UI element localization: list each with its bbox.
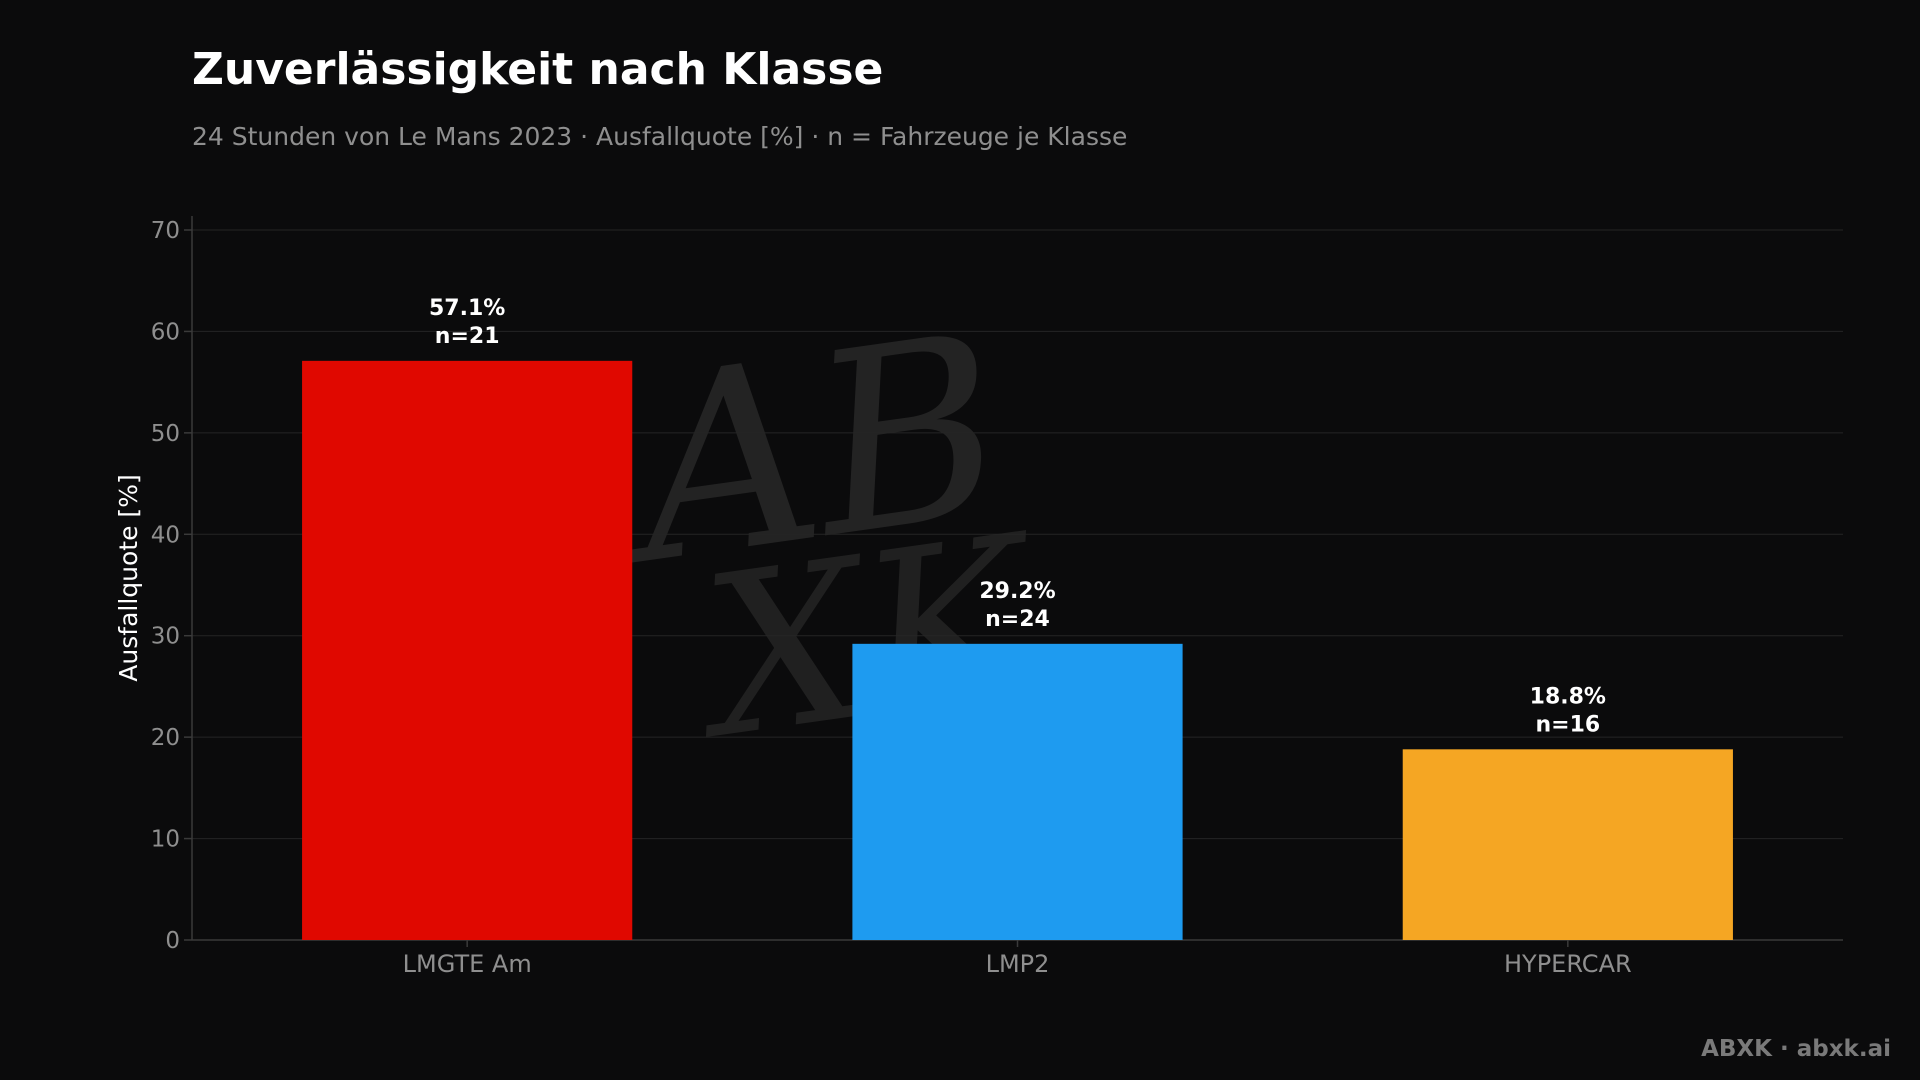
- bar-value-label: 18.8%: [1530, 684, 1606, 709]
- chart-title: Zuverlässigkeit nach Klasse: [192, 44, 884, 95]
- y-tick-label: 20: [151, 725, 180, 751]
- x-tick-label: LMP2: [986, 950, 1050, 978]
- x-tick-label: HYPERCAR: [1504, 950, 1632, 978]
- chart-subtitle: 24 Stunden von Le Mans 2023 · Ausfallquo…: [192, 122, 1128, 151]
- bar-value-label: 29.2%: [979, 579, 1055, 604]
- bar-value-label: 57.1%: [429, 296, 505, 321]
- bars: [302, 360, 1733, 940]
- bar-hypercar: [1402, 749, 1733, 940]
- y-tick-label: 40: [151, 522, 180, 548]
- y-tick-label: 60: [151, 319, 180, 345]
- watermark: AB XK: [598, 280, 1056, 789]
- y-tick-label: 50: [151, 421, 180, 447]
- y-tick-label: 30: [151, 624, 180, 650]
- bar-lmgte-am: [302, 360, 633, 940]
- y-tick-label: 70: [151, 218, 180, 244]
- y-tick-label: 0: [165, 928, 180, 954]
- y-tick-label: 10: [151, 827, 180, 853]
- bar-labels: 57.1% n=21 29.2% n=24 18.8% n=16: [429, 296, 1606, 737]
- watermark-text-top: AB: [598, 280, 1019, 622]
- bar-n-label: n=21: [435, 324, 500, 349]
- bar-n-label: n=16: [1535, 712, 1600, 737]
- bar-lmp2: [852, 643, 1183, 940]
- bar-n-label: n=24: [985, 607, 1050, 632]
- y-axis-title: Ausfallquote [%]: [114, 474, 143, 681]
- x-tick-label: LMGTE Am: [403, 950, 532, 978]
- brand-footer: ABXK · abxk.ai: [1701, 1036, 1891, 1062]
